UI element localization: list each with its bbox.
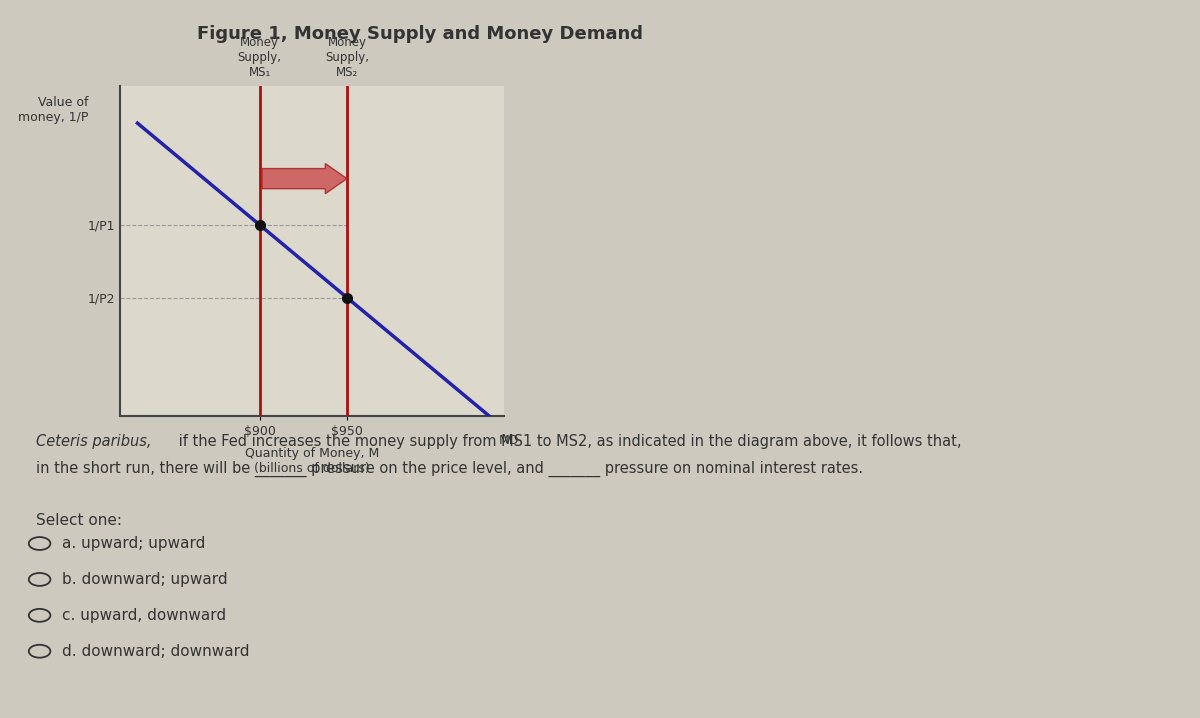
Text: Figure 1, Money Supply and Money Demand: Figure 1, Money Supply and Money Demand <box>197 25 643 43</box>
Text: b. downward; upward: b. downward; upward <box>62 572 228 587</box>
Text: Select one:: Select one: <box>36 513 122 528</box>
Text: Ceteris paribus,: Ceteris paribus, <box>36 434 151 449</box>
Text: c. upward, downward: c. upward, downward <box>62 608 227 623</box>
X-axis label: Quantity of Money, M
(billions of dollars): Quantity of Money, M (billions of dollar… <box>245 447 379 475</box>
Text: d. downward; downward: d. downward; downward <box>62 644 250 658</box>
Text: MD: MD <box>499 434 520 447</box>
Text: Money
Supply,
MS₂: Money Supply, MS₂ <box>325 36 368 79</box>
Text: if the Fed increases the money supply from MS1 to MS2, as indicated in the diagr: if the Fed increases the money supply fr… <box>174 434 961 449</box>
FancyArrow shape <box>262 164 347 194</box>
Text: Money
Supply,
MS₁: Money Supply, MS₁ <box>238 36 282 79</box>
Text: a. upward; upward: a. upward; upward <box>62 536 205 551</box>
Text: Value of
money, 1/P: Value of money, 1/P <box>18 96 89 124</box>
Text: in the short run, there will be _______ pressure on the price level, and _______: in the short run, there will be _______ … <box>36 461 863 477</box>
